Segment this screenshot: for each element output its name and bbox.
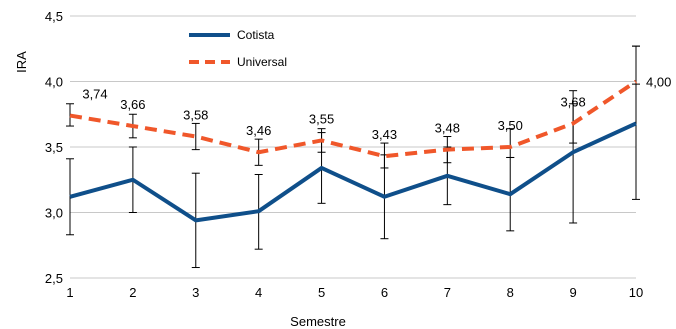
x-tick-label: 10: [629, 285, 643, 300]
y-axis-ticks: 2,5 3,0 3,5 4,0 4,5: [45, 9, 63, 286]
legend-label-universal: Universal: [237, 55, 287, 69]
data-label: 4,00: [646, 75, 671, 90]
data-label: 3,55: [309, 111, 334, 126]
x-axis-ticks: 1 2 3 4 5 6 7 8 9 10: [66, 285, 643, 300]
x-tick-label: 6: [381, 285, 388, 300]
data-label: 3,46: [246, 123, 271, 138]
series-line-cotista: [69, 121, 637, 223]
data-label: 3,50: [498, 118, 523, 133]
y-tick-label: 4,5: [45, 9, 63, 24]
data-label: 3,68: [560, 94, 585, 109]
x-tick-label: 7: [444, 285, 451, 300]
series-lines: [69, 79, 638, 223]
data-labels: 3,74 3,66 3,58 3,46 3,55 3,43 3,48 3,50 3,68 4,00: [82, 75, 671, 143]
y-tick-label: 3,0: [45, 206, 63, 221]
legend: Cotista Universal: [189, 28, 287, 69]
error-bars: [66, 45, 640, 269]
series-line-universal: [69, 79, 638, 159]
x-tick-label: 3: [192, 285, 199, 300]
y-tick-label: 3,5: [45, 140, 63, 155]
x-tick-label: 8: [507, 285, 514, 300]
data-label: 3,43: [372, 127, 397, 142]
x-tick-label: 9: [569, 285, 576, 300]
x-tick-label: 4: [255, 285, 262, 300]
data-label: 3,74: [82, 87, 107, 102]
x-tick-label: 2: [129, 285, 136, 300]
y-tick-label: 4,0: [45, 75, 63, 90]
data-label: 3,48: [435, 121, 460, 136]
data-label: 3,58: [183, 108, 208, 123]
x-tick-label: 1: [66, 285, 73, 300]
y-axis-title: IRA: [14, 51, 29, 73]
data-label: 3,66: [120, 97, 145, 112]
x-axis-title: Semestre: [290, 314, 346, 329]
x-tick-label: 5: [318, 285, 325, 300]
legend-label-cotista: Cotista: [237, 28, 275, 42]
y-tick-label: 2,5: [45, 271, 63, 286]
